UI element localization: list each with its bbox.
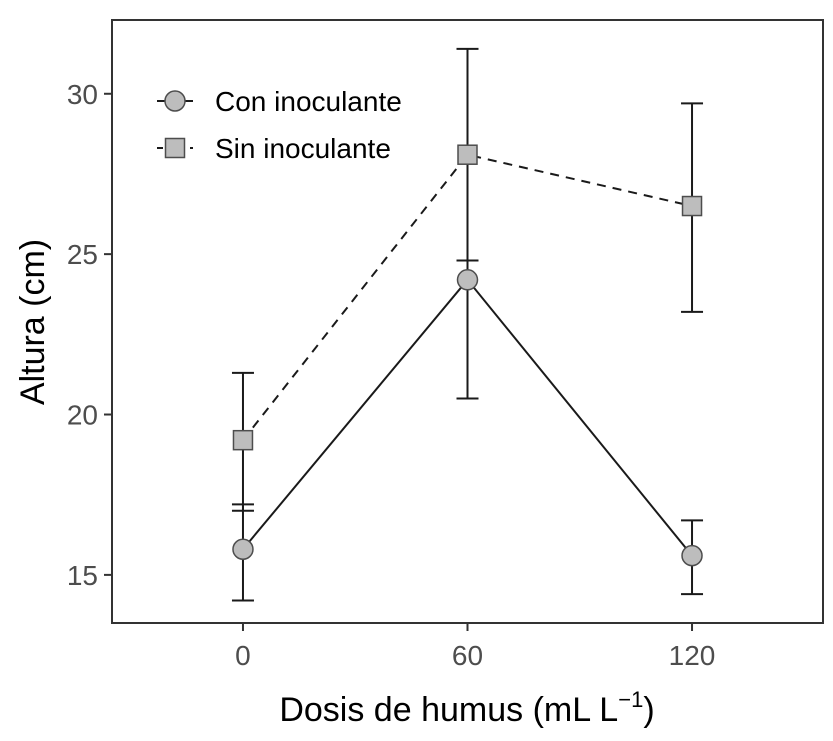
x-axis-title-main: Dosis de humus (mL L	[279, 691, 618, 729]
y-axis-title: Altura (cm)	[14, 239, 52, 405]
axis-ticks: 15 20 25 30 0 60 120	[67, 79, 716, 671]
data-point-circle	[232, 538, 254, 560]
data-point-square	[681, 195, 703, 217]
x-axis-title-superscript: −1	[618, 687, 643, 712]
x-tick-label: 120	[669, 640, 716, 671]
y-tick-label: 30	[67, 79, 98, 110]
series-line	[242, 153, 693, 441]
x-axis-title: Dosis de humus (mL L−1)	[279, 687, 654, 729]
legend-key-circle	[164, 90, 186, 112]
data-point-square	[232, 429, 254, 451]
x-axis-title-suffix: )	[643, 691, 654, 729]
x-tick-label: 60	[452, 640, 483, 671]
y-tick-label: 15	[67, 560, 98, 591]
data-point-square	[457, 144, 478, 165]
series-sin-inoculante	[231, 47, 704, 512]
legend-key-square	[164, 137, 186, 159]
legend-label: Con inoculante	[215, 86, 402, 117]
data-point-circle	[681, 544, 703, 567]
series-layer	[231, 47, 704, 602]
data-point-circle	[456, 269, 479, 291]
x-tick-label: 0	[235, 640, 251, 671]
y-tick-label: 20	[67, 400, 98, 431]
legend: Con inoculante Sin inoculante	[157, 86, 402, 164]
legend-label: Sin inoculante	[215, 133, 391, 164]
y-tick-label: 25	[67, 239, 98, 270]
